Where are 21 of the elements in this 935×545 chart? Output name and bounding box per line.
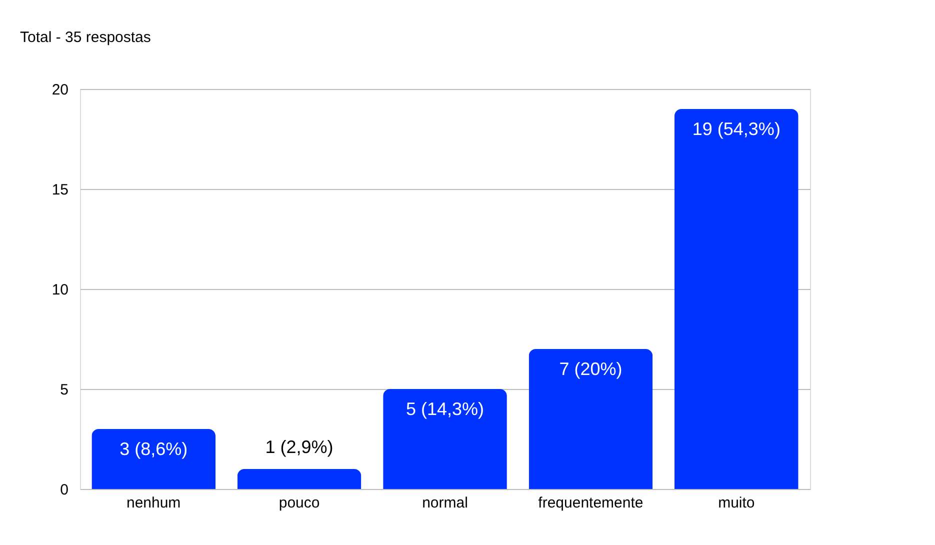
y-tick-label: 5 — [60, 382, 68, 398]
bar — [237, 469, 362, 489]
data-label: 7 (20%) — [559, 359, 622, 379]
bar — [674, 109, 798, 489]
data-label: 3 (8,6%) — [120, 439, 188, 459]
y-tick-label: 20 — [52, 82, 68, 98]
bar — [383, 389, 507, 489]
bar — [92, 429, 216, 489]
data-label: 19 (54,3%) — [692, 119, 780, 139]
chart-subtitle: Total - 35 respostas — [20, 29, 151, 46]
data-label: 5 (14,3%) — [406, 399, 484, 419]
y-tick-label: 0 — [60, 482, 68, 498]
x-tick-label: pouco — [278, 494, 320, 512]
x-tick-label: frequentemente — [538, 494, 644, 512]
data-label: 1 (2,9%) — [265, 437, 334, 457]
y-tick-label: 10 — [52, 282, 68, 298]
x-tick-label: nenhum — [126, 494, 181, 512]
bar — [528, 349, 653, 489]
y-tick-label: 15 — [52, 182, 68, 198]
x-tick-label: normal — [422, 494, 468, 512]
x-tick-label: muito — [718, 494, 755, 512]
